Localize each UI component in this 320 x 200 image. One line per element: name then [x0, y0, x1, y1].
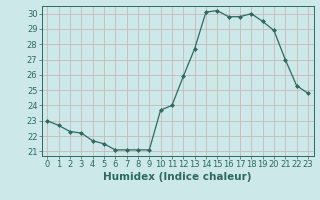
X-axis label: Humidex (Indice chaleur): Humidex (Indice chaleur)	[103, 172, 252, 182]
